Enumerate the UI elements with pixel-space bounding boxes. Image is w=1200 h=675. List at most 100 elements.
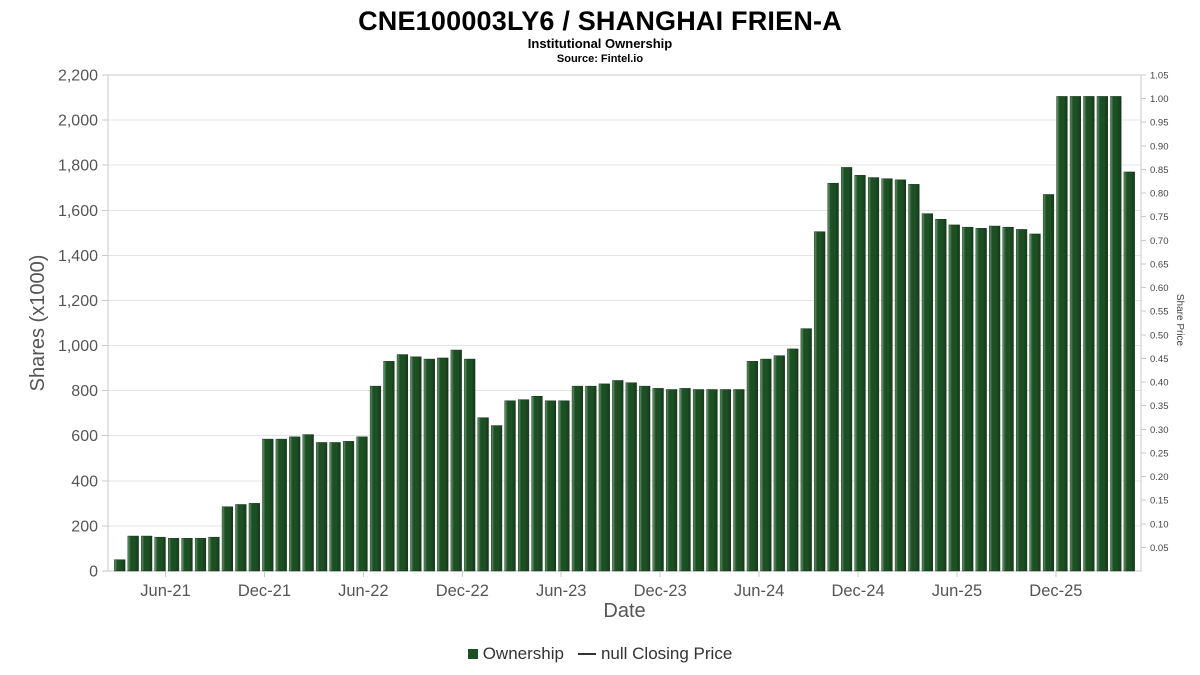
svg-text:1,400: 1,400 — [58, 248, 98, 265]
ownership-bar[interactable] — [396, 354, 408, 572]
svg-text:0.50: 0.50 — [1150, 330, 1169, 341]
ownership-bar[interactable] — [369, 385, 382, 572]
ownership-bar[interactable] — [1083, 96, 1095, 572]
ownership-bar[interactable] — [1110, 96, 1122, 572]
svg-text:1.05: 1.05 — [1150, 71, 1169, 82]
ownership-bar[interactable] — [329, 442, 341, 572]
ownership-bar[interactable] — [141, 535, 153, 572]
ownership-bar[interactable] — [921, 213, 933, 572]
legend-label-closing-price: null Closing Price — [600, 644, 733, 663]
ownership-bar[interactable] — [719, 389, 732, 572]
ownership-bar[interactable] — [1029, 233, 1041, 572]
ownership-bar[interactable] — [302, 434, 314, 572]
svg-text:Dec-24: Dec-24 — [831, 582, 884, 600]
ownership-bar[interactable] — [504, 400, 516, 572]
ownership-bar[interactable] — [989, 225, 1001, 572]
legend-item-ownership[interactable]: Ownership — [467, 644, 564, 664]
svg-text:1,800: 1,800 — [58, 158, 98, 175]
ownership-bar[interactable] — [464, 358, 476, 572]
svg-text:Dec-22: Dec-22 — [436, 582, 489, 600]
ownership-bar[interactable] — [194, 538, 207, 572]
legend-item-closing-price[interactable]: null Closing Price — [577, 644, 733, 664]
svg-text:0.05: 0.05 — [1150, 543, 1169, 554]
ownership-bar[interactable] — [342, 441, 355, 572]
ownership-bar[interactable] — [316, 442, 328, 572]
ownership-bar[interactable] — [692, 389, 705, 572]
ownership-bar[interactable] — [773, 355, 785, 572]
ownership-bar[interactable] — [733, 389, 745, 572]
svg-text:Jun-23: Jun-23 — [536, 582, 586, 600]
ownership-bar[interactable] — [1123, 171, 1135, 572]
ownership-bar[interactable] — [841, 167, 853, 572]
svg-text:800: 800 — [71, 383, 98, 400]
svg-text:1.00: 1.00 — [1150, 94, 1169, 105]
ownership-bar[interactable] — [1069, 96, 1082, 572]
ownership-bar[interactable] — [1042, 194, 1055, 572]
ownership-bar[interactable] — [289, 436, 301, 572]
ownership-bar[interactable] — [1056, 96, 1068, 572]
ownership-bar[interactable] — [760, 358, 772, 572]
ownership-bar[interactable] — [881, 178, 893, 572]
svg-text:600: 600 — [71, 428, 98, 445]
ownership-bar[interactable] — [1016, 229, 1028, 572]
ownership-bar[interactable] — [652, 388, 664, 572]
ownership-bar[interactable] — [908, 184, 920, 572]
ownership-bar[interactable] — [948, 224, 960, 572]
ownership-bar[interactable] — [167, 538, 180, 572]
ownership-bar[interactable] — [410, 356, 422, 572]
ownership-bar[interactable] — [181, 538, 193, 572]
svg-text:2,000: 2,000 — [58, 113, 98, 130]
ownership-bar[interactable] — [531, 396, 543, 572]
ownership-bar[interactable] — [437, 357, 449, 572]
ownership-bar[interactable] — [491, 425, 503, 572]
ownership-bar[interactable] — [800, 328, 812, 572]
ownership-bar[interactable] — [208, 536, 220, 572]
ownership-bar[interactable] — [814, 231, 826, 572]
ownership-bar[interactable] — [962, 226, 974, 572]
ownership-bar[interactable] — [571, 385, 583, 572]
ownership-bar[interactable] — [127, 535, 139, 572]
ownership-bar[interactable] — [975, 228, 987, 572]
ownership-bar[interactable] — [517, 399, 530, 572]
ownership-bar[interactable] — [262, 438, 274, 572]
ownership-bar[interactable] — [639, 385, 651, 572]
ownership-bar[interactable] — [894, 179, 907, 572]
svg-text:0.15: 0.15 — [1150, 496, 1169, 507]
ownership-bar[interactable] — [1096, 96, 1108, 572]
ownership-bar[interactable] — [558, 400, 570, 572]
svg-text:Jun-25: Jun-25 — [932, 582, 982, 600]
ownership-bar[interactable] — [275, 438, 287, 572]
ownership-bar[interactable] — [935, 219, 947, 572]
svg-text:0.75: 0.75 — [1150, 212, 1169, 223]
svg-text:0.40: 0.40 — [1150, 378, 1169, 389]
ownership-bar[interactable] — [854, 175, 866, 572]
ownership-bar[interactable] — [625, 382, 637, 572]
ownership-bar[interactable] — [423, 358, 435, 572]
ownership-bar[interactable] — [827, 182, 839, 572]
svg-text:Jun-22: Jun-22 — [338, 582, 388, 600]
ownership-bar[interactable] — [867, 177, 880, 572]
ownership-bar[interactable] — [612, 380, 624, 572]
ownership-bar[interactable] — [235, 504, 247, 572]
ownership-bar[interactable] — [114, 559, 126, 572]
ownership-bar[interactable] — [477, 417, 489, 572]
ownership-bar[interactable] — [585, 385, 597, 572]
ownership-bar[interactable] — [679, 388, 691, 572]
ownership-bar[interactable] — [248, 503, 260, 572]
ownership-bar[interactable] — [706, 389, 718, 572]
ownership-bar[interactable] — [666, 389, 678, 572]
ownership-bar[interactable] — [154, 536, 166, 572]
ownership-bar[interactable] — [787, 348, 799, 572]
ownership-bar[interactable] — [221, 506, 233, 572]
ownership-bar[interactable] — [746, 361, 758, 572]
y-axis-title-right: Share Price — [1174, 293, 1185, 347]
ownership-bar[interactable] — [1002, 226, 1014, 572]
ownership-bar[interactable] — [356, 436, 368, 572]
ownership-bar[interactable] — [598, 383, 610, 572]
svg-text:1,600: 1,600 — [58, 203, 98, 220]
ownership-bar[interactable] — [544, 400, 557, 572]
ownership-bar[interactable] — [383, 361, 395, 572]
ownership-bar[interactable] — [450, 349, 462, 572]
